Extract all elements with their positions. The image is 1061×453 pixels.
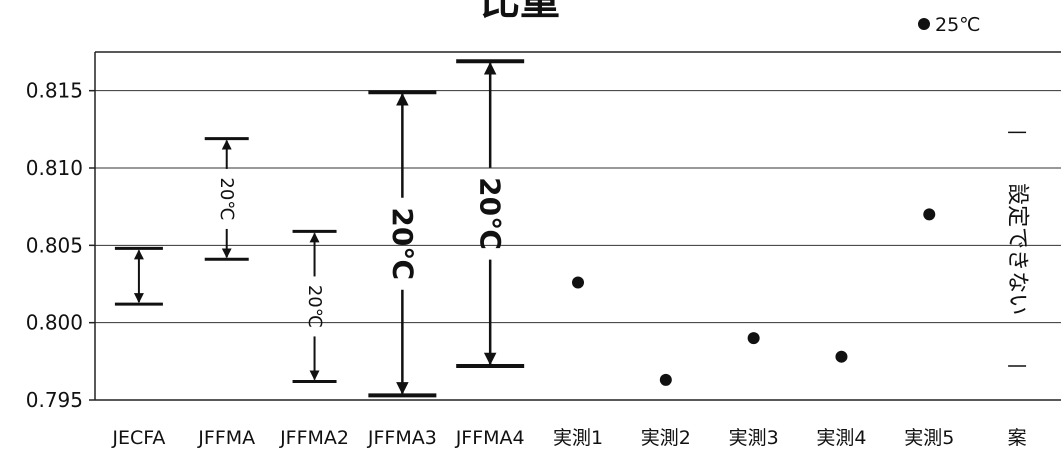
data-point bbox=[923, 208, 936, 221]
range-jffma4: 20℃ bbox=[456, 59, 525, 368]
chart-title: 比重 bbox=[480, 0, 560, 24]
gridlines bbox=[95, 51, 1061, 324]
range-label: 20℃ bbox=[304, 285, 325, 328]
x-tick-label: JFFMA3 bbox=[367, 427, 437, 449]
legend-label: 25℃ bbox=[935, 14, 981, 36]
x-tick-label: 実測5 bbox=[904, 427, 954, 449]
data-point bbox=[747, 332, 760, 345]
x-tick-label: 実測2 bbox=[641, 427, 691, 449]
data-points bbox=[572, 208, 936, 386]
y-tick-label: 0.795 bbox=[26, 388, 83, 412]
x-tick-label: 案 bbox=[1008, 427, 1027, 449]
data-point bbox=[572, 276, 584, 289]
x-tick-label: 実測3 bbox=[729, 427, 779, 449]
x-tick-label: JFFMA2 bbox=[279, 427, 349, 449]
y-tick-label: 0.800 bbox=[26, 311, 83, 335]
range-label: 20℃ bbox=[474, 177, 507, 250]
y-tick-label: 0.815 bbox=[26, 79, 83, 103]
annotation-text: 設定できない bbox=[1005, 183, 1030, 315]
range-jffma2: 20℃ bbox=[292, 229, 337, 383]
range-jffma: 20℃ bbox=[204, 137, 249, 261]
data-point bbox=[659, 373, 672, 386]
data-point bbox=[835, 350, 848, 363]
x-tick-label: JFFMA4 bbox=[455, 427, 525, 449]
annotation: 設定できない bbox=[1005, 131, 1030, 367]
y-tick-label: 0.805 bbox=[26, 233, 83, 257]
x-axis: JECFA JFFMA JFFMA2 JFFMA3 JFFMA4 実測1 実測2 実測3 実測4… bbox=[95, 399, 1061, 449]
legend: 25℃ bbox=[918, 14, 981, 36]
range-bars: 20℃ 20℃ 20℃ 20℃ bbox=[114, 59, 525, 398]
range-label: 20℃ bbox=[386, 207, 419, 280]
range-jffma3: 20℃ bbox=[368, 90, 437, 398]
x-tick-label: JFFMA bbox=[197, 427, 255, 449]
x-tick-label: JECFA bbox=[111, 427, 165, 449]
y-tick-label: 0.810 bbox=[26, 156, 83, 180]
y-axis: 0.815 0.810 0.805 0.800 0.795 bbox=[26, 52, 96, 412]
annotations: 設定できない bbox=[1005, 131, 1030, 367]
x-tick-label: 実測4 bbox=[816, 427, 866, 449]
legend-marker bbox=[918, 18, 930, 30]
range-label: 20℃ bbox=[216, 177, 237, 220]
x-tick-label: 実測1 bbox=[553, 427, 603, 449]
range-jecfa bbox=[114, 246, 163, 306]
